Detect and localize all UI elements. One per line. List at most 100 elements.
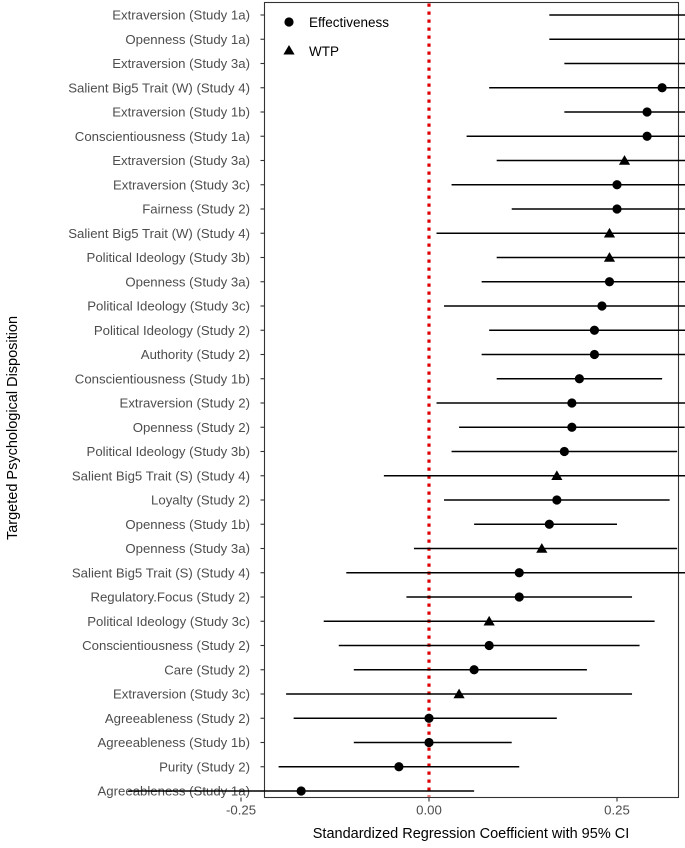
effectiveness-point-circle-icon xyxy=(552,495,562,505)
y-tick-label: Salient Big5 Trait (S) (Study 4) xyxy=(72,565,250,580)
y-tick-label: Extraversion (Study 1b) xyxy=(112,105,250,120)
rows-layer: Extraversion (Study 1a) Openness (Study 1… xyxy=(68,8,685,799)
row-15: Authority (Study 2) xyxy=(141,347,685,362)
x-tick-label: 0.25 xyxy=(604,803,630,818)
y-tick-label: Agreeableness (Study 1b) xyxy=(98,735,250,750)
effectiveness-point-circle-icon xyxy=(559,446,569,457)
panel-border xyxy=(263,1,680,799)
x-tick-label: -0.25 xyxy=(226,803,256,818)
row-8: Extraversion (Study 3c) xyxy=(113,177,685,192)
y-tick-label: Purity (Study 2) xyxy=(159,759,250,774)
row-32: Purity (Study 2) xyxy=(159,759,520,774)
y-tick-label: Openness (Study 3a) xyxy=(125,274,250,289)
plot-panel xyxy=(263,1,680,799)
y-tick-label: Openness (Study 1a) xyxy=(125,32,250,47)
effectiveness-point-circle-icon xyxy=(424,713,434,723)
y-tick-label: Loyalty (Study 2) xyxy=(151,493,250,508)
row-25: Regulatory.Focus (Study 2) xyxy=(90,590,633,605)
y-tick-label: Openness (Study 1b) xyxy=(125,517,250,532)
y-tick-label: Salient Big5 Trait (W) (Study 4) xyxy=(68,226,250,241)
y-tick-label: Agreeableness (Study 2) xyxy=(105,711,250,726)
effectiveness-point-circle-icon xyxy=(567,398,577,408)
wtp-point-triangle-icon xyxy=(618,155,631,165)
row-26: Political Ideology (Study 3c) xyxy=(87,614,655,629)
effectiveness-point-circle-icon xyxy=(567,422,577,432)
effectiveness-point-circle-icon xyxy=(544,519,554,529)
effectiveness-point-circle-icon xyxy=(394,762,404,772)
row-6: Conscientiousness (Study 1a) xyxy=(75,129,685,144)
y-tick-label: Conscientiousness (Study 1b) xyxy=(75,371,250,386)
effectiveness-point-circle-icon xyxy=(589,349,600,360)
row-5: Extraversion (Study 1b) xyxy=(112,105,685,120)
row-30: Agreeableness (Study 2) xyxy=(105,711,557,726)
effectiveness-point-circle-icon xyxy=(424,737,434,748)
row-24: Salient Big5 Trait (S) (Study 4) xyxy=(72,565,685,580)
y-tick-label: Openness (Study 3a) xyxy=(125,541,250,556)
wtp-point-triangle-icon xyxy=(453,688,465,699)
row-10: Salient Big5 Trait (W) (Study 4) xyxy=(68,226,685,241)
wtp-point-triangle-icon xyxy=(603,227,616,238)
row-2: Openness (Study 1a) xyxy=(125,32,685,47)
wtp-point-triangle-icon xyxy=(551,470,563,480)
effectiveness-point-circle-icon xyxy=(469,665,479,675)
y-tick-label: Extraversion (Study 3c) xyxy=(113,687,250,702)
effectiveness-point-circle-icon xyxy=(589,325,600,335)
row-23: Openness (Study 3a) xyxy=(125,541,678,556)
row-12: Openness (Study 3a) xyxy=(125,274,685,289)
y-tick-label: Political Ideology (Study 3b) xyxy=(87,444,250,459)
row-33: Agreeableness (Study 1a) xyxy=(98,784,475,799)
y-tick-label: Political Ideology (Study 3b) xyxy=(87,250,250,265)
effectiveness-point-circle-icon xyxy=(484,640,494,651)
y-tick-label: Authority (Study 2) xyxy=(141,347,250,362)
effectiveness-point-circle-icon xyxy=(642,107,652,117)
wtp-point-triangle-icon xyxy=(603,252,616,262)
row-13: Political Ideology (Study 3c) xyxy=(87,299,685,314)
y-tick-label: Extraversion (Study 1a) xyxy=(112,8,250,23)
row-31: Agreeableness (Study 1b) xyxy=(98,735,512,750)
row-3: Extraversion (Study 3a) xyxy=(112,56,685,71)
effectiveness-point-circle-icon xyxy=(296,786,306,796)
row-27: Conscientiousness (Study 2) xyxy=(82,638,640,653)
row-21: Loyalty (Study 2) xyxy=(151,493,670,508)
y-tick-label: Fairness (Study 2) xyxy=(142,202,250,217)
y-tick-label: Political Ideology (Study 3c) xyxy=(87,299,250,314)
y-tick-label: Salient Big5 Trait (S) (Study 4) xyxy=(72,468,250,483)
y-axis-title: Targeted Psychological Disposition xyxy=(5,316,21,540)
row-17: Extraversion (Study 2) xyxy=(120,396,685,411)
row-22: Openness (Study 1b) xyxy=(125,517,617,532)
effectiveness-point-circle-icon xyxy=(514,592,524,602)
y-tick-label: Openness (Study 2) xyxy=(133,420,250,435)
legend-label-wtp: WTP xyxy=(309,44,339,59)
effectiveness-point-circle-icon xyxy=(514,568,524,578)
row-11: Political Ideology (Study 3b) xyxy=(87,250,685,265)
effectiveness-point-circle-icon xyxy=(657,83,667,93)
x-axis: -0.250.000.250.50 xyxy=(226,797,630,818)
wtp-point-triangle-icon xyxy=(483,615,495,626)
y-tick-label: Conscientiousness (Study 2) xyxy=(82,638,250,653)
x-axis-title: Standardized Regression Coefficient with… xyxy=(313,826,630,842)
legend-triangle-marker-icon xyxy=(283,45,295,55)
effectiveness-point-circle-icon xyxy=(597,301,607,311)
row-19: Political Ideology (Study 3b) xyxy=(87,444,678,459)
wtp-point-triangle-icon xyxy=(536,543,548,553)
row-18: Openness (Study 2) xyxy=(133,420,685,435)
y-tick-label: Extraversion (Study 3a) xyxy=(112,153,250,168)
row-29: Extraversion (Study 3c) xyxy=(113,687,633,702)
y-tick-label: Salient Big5 Trait (W) (Study 4) xyxy=(68,80,250,95)
row-4: Salient Big5 Trait (W) (Study 4) xyxy=(68,80,685,95)
effectiveness-point-circle-icon xyxy=(574,374,585,384)
y-tick-label: Regulatory.Focus (Study 2) xyxy=(90,590,250,605)
effectiveness-point-circle-icon xyxy=(612,180,622,190)
y-tick-label: Political Ideology (Study 3c) xyxy=(87,614,250,629)
row-20: Salient Big5 Trait (S) (Study 4) xyxy=(72,468,685,483)
row-7: Extraversion (Study 3a) xyxy=(112,153,685,168)
y-tick-label: Extraversion (Study 3c) xyxy=(113,177,250,192)
row-14: Political Ideology (Study 2) xyxy=(94,323,685,338)
y-tick-label: Conscientiousness (Study 1a) xyxy=(75,129,250,144)
y-tick-label: Extraversion (Study 2) xyxy=(120,396,250,411)
legend: Effectiveness WTP xyxy=(283,15,389,59)
y-tick-label: Extraversion (Study 3a) xyxy=(112,56,250,71)
legend-label-effectiveness: Effectiveness xyxy=(309,15,389,30)
row-16: Conscientiousness (Study 1b) xyxy=(75,371,663,386)
